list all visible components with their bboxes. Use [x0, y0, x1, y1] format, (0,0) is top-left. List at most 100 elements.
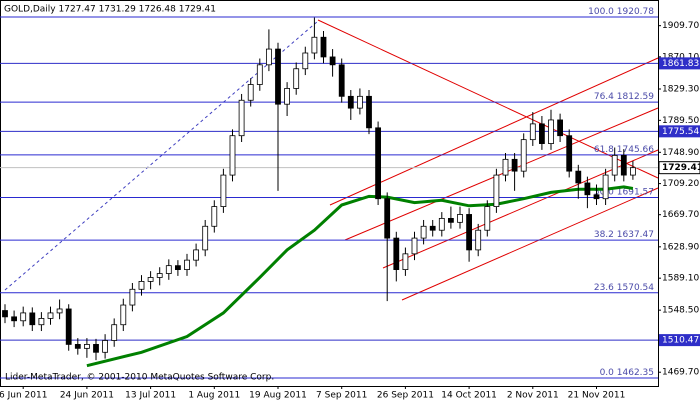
candle: [620, 149, 627, 182]
candle: [138, 275, 145, 296]
moving-average: [86, 185, 634, 368]
candle-body: [393, 237, 400, 270]
candle: [256, 58, 263, 91]
candle-body: [375, 127, 382, 200]
candle: [384, 192, 391, 302]
candle-body: [65, 308, 72, 345]
candle-body: [593, 194, 600, 200]
candle-body: [2, 310, 8, 318]
y-tick-label: 1548.50: [662, 306, 699, 316]
candle: [265, 29, 272, 72]
fib-level-label: 76.4: [594, 92, 614, 102]
candle-body: [457, 214, 463, 223]
fib-level-label: 61.8: [594, 144, 614, 154]
fib-price-label: 1637.47: [617, 230, 654, 240]
candle-body: [20, 312, 27, 322]
candle-body: [284, 88, 291, 105]
candle-body: [56, 308, 63, 314]
candle: [548, 109, 554, 150]
candle: [366, 90, 372, 135]
candle: [275, 42, 281, 191]
y-tick-label: 1829.30: [662, 84, 699, 94]
candle-body: [11, 316, 18, 322]
x-tick-label: 7 Sep 2011: [316, 391, 367, 401]
candle: [393, 231, 400, 282]
watermark: Lider-MetaTrader, © 2001-2010 MetaQuotes…: [5, 373, 274, 383]
candle: [484, 200, 491, 237]
candle-body: [74, 344, 81, 349]
candle: [411, 231, 418, 261]
candle-body: [120, 304, 127, 326]
candle: [284, 82, 291, 117]
fib-level-label: 0.0: [600, 368, 615, 378]
candle-body: [438, 217, 445, 231]
candle: [584, 176, 591, 209]
candle: [220, 168, 227, 213]
candle: [593, 184, 600, 206]
candle-body: [138, 281, 145, 290]
candle-body: [493, 174, 500, 207]
fib-level-label: 38.2: [594, 230, 614, 240]
candle-body: [238, 99, 245, 137]
candle-body: [147, 277, 154, 282]
candle: [493, 168, 500, 213]
fib-label: 100.0 1920.78: [588, 6, 654, 16]
candle: [129, 282, 136, 312]
x-tick-label: 24 Jun 2011: [60, 391, 114, 401]
fib-price-label: 1812.59: [617, 92, 654, 102]
plot-area: [0, 0, 659, 387]
fib-price-label: 1745.66: [617, 144, 654, 154]
y-tick-label: 1709.20: [662, 179, 699, 189]
candle-body: [84, 344, 90, 349]
candle: [202, 219, 209, 257]
candle: [20, 306, 27, 327]
candle: [575, 164, 582, 199]
y-tick-label: 1589.10: [662, 274, 699, 284]
candle-body: [620, 154, 627, 176]
candle-body: [329, 56, 336, 66]
candle-body: [466, 214, 473, 251]
fib-price-label: 1570.54: [617, 282, 654, 292]
x-tick-label: 1 Aug 2011: [188, 391, 240, 401]
candle: [84, 338, 90, 358]
candle: [293, 62, 300, 95]
candle: [156, 267, 163, 286]
candle-body: [293, 68, 300, 89]
candle: [520, 133, 527, 178]
candle-body: [111, 324, 118, 341]
x-tick-label: 2 Nov 2011: [507, 391, 559, 401]
trend-line: [344, 107, 659, 241]
candle-body: [420, 225, 427, 239]
candle-body: [320, 36, 327, 58]
candle-body: [247, 84, 254, 101]
candle: [611, 147, 618, 182]
candle-body: [584, 182, 591, 196]
candle: [402, 247, 409, 276]
candle-body: [211, 206, 218, 227]
y-tick-label: 1628.90: [662, 242, 699, 252]
candle: [438, 212, 445, 237]
candle: [29, 307, 36, 332]
candle: [457, 206, 463, 229]
fib-price-label: 1462.35: [617, 368, 654, 378]
price-level-label: 1510.47: [662, 336, 699, 346]
candle: [174, 260, 181, 276]
fib-label: 38.2 1637.47: [594, 230, 654, 240]
candle-body: [302, 52, 309, 70]
candle-body: [156, 273, 163, 278]
candle-body: [220, 174, 227, 207]
price-level-box: [659, 125, 700, 138]
candle-body: [611, 154, 618, 176]
fib-level-label: 23.6: [594, 282, 614, 292]
x-tick-label: 21 Nov 2011: [568, 391, 626, 401]
candle-body: [129, 288, 136, 306]
candle-body: [184, 259, 190, 270]
candle: [356, 88, 363, 115]
candle-body: [447, 217, 454, 223]
candle-body: [29, 312, 36, 326]
candle-body: [557, 119, 563, 137]
candle: [557, 113, 563, 143]
candle: [502, 153, 509, 182]
candle-body: [311, 36, 318, 54]
